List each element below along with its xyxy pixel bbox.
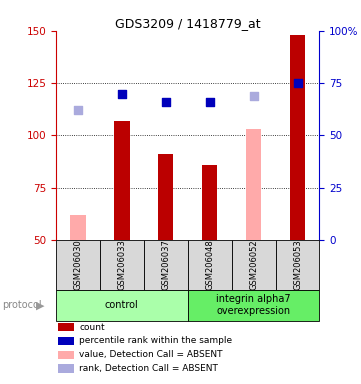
Bar: [70, 215, 86, 240]
Bar: [100, 240, 144, 290]
Bar: [232, 240, 275, 290]
Text: protocol: protocol: [2, 300, 42, 310]
Bar: [56, 240, 100, 290]
Point: [119, 90, 125, 96]
Bar: [202, 165, 217, 240]
Bar: [246, 129, 261, 240]
Text: rank, Detection Call = ABSENT: rank, Detection Call = ABSENT: [79, 364, 218, 373]
Text: control: control: [105, 300, 139, 310]
Bar: [144, 240, 188, 290]
Bar: [188, 290, 319, 321]
Point: [207, 99, 213, 105]
Point: [163, 99, 169, 105]
Text: GSM206048: GSM206048: [205, 240, 214, 290]
Text: GSM206037: GSM206037: [161, 240, 170, 290]
Text: integrin alpha7
overexpression: integrin alpha7 overexpression: [216, 295, 291, 316]
Text: GSM206030: GSM206030: [73, 240, 82, 290]
Bar: [158, 154, 173, 240]
Point: [295, 80, 300, 86]
Bar: [290, 35, 305, 240]
Bar: [114, 121, 130, 240]
Text: GSM206033: GSM206033: [117, 240, 126, 290]
Point: [75, 107, 81, 113]
Text: percentile rank within the sample: percentile rank within the sample: [79, 336, 232, 346]
Bar: [275, 240, 319, 290]
Point: [251, 93, 257, 99]
Bar: [56, 290, 188, 321]
Text: count: count: [79, 323, 105, 332]
Text: GSM206053: GSM206053: [293, 240, 302, 290]
Bar: [188, 240, 232, 290]
Text: GSM206052: GSM206052: [249, 240, 258, 290]
Title: GDS3209 / 1418779_at: GDS3209 / 1418779_at: [115, 17, 261, 30]
Text: ▶: ▶: [36, 300, 45, 310]
Text: value, Detection Call = ABSENT: value, Detection Call = ABSENT: [79, 350, 223, 359]
